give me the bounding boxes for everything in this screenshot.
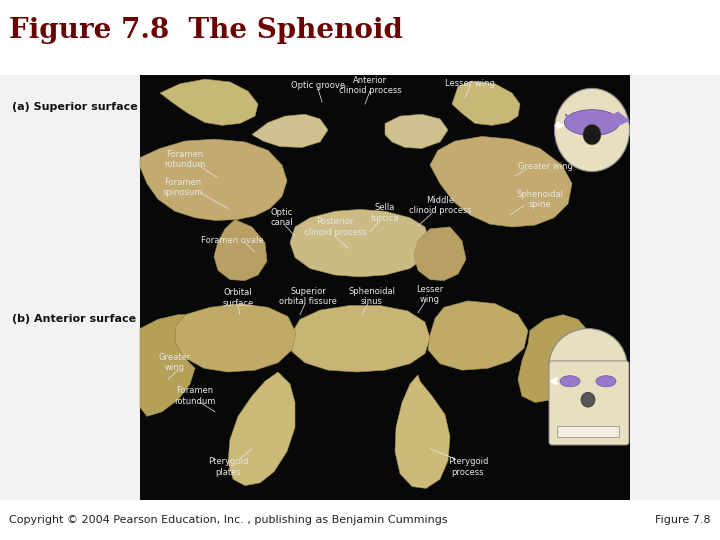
Ellipse shape [596, 376, 616, 387]
Text: (a) Superior surface: (a) Superior surface [12, 102, 138, 112]
Text: Foramen
spinosum: Foramen spinosum [163, 178, 203, 197]
Polygon shape [565, 113, 588, 126]
Bar [0, 75, 140, 500]
Ellipse shape [554, 89, 629, 172]
Polygon shape [252, 114, 328, 147]
Ellipse shape [583, 124, 601, 145]
Text: Anterior
clinoid process: Anterior clinoid process [338, 76, 401, 95]
Polygon shape [605, 111, 630, 126]
Polygon shape [395, 375, 450, 488]
Text: Sphenoidal
spine: Sphenoidal spine [516, 190, 564, 209]
Ellipse shape [564, 110, 619, 136]
Ellipse shape [560, 376, 580, 387]
Bar [630, 75, 720, 500]
Text: Posterior
clinoid process: Posterior clinoid process [304, 217, 366, 237]
Polygon shape [290, 210, 430, 277]
Text: Sella
turcica: Sella turcica [371, 204, 400, 223]
Text: Lesser wing: Lesser wing [445, 79, 495, 88]
Text: Pterygoid
process: Pterygoid process [448, 457, 488, 477]
Polygon shape [518, 315, 595, 402]
Bar [557, 426, 619, 437]
Text: Optic
canal: Optic canal [271, 208, 293, 227]
Text: Copyright © 2004 Pearson Education, Inc. , publishing as Benjamin Cummings: Copyright © 2004 Pearson Education, Inc.… [9, 515, 448, 525]
Polygon shape [160, 79, 258, 125]
Polygon shape [385, 114, 448, 148]
Polygon shape [175, 303, 296, 372]
Text: Foramen
rotundum: Foramen rotundum [164, 150, 206, 169]
Polygon shape [228, 372, 295, 485]
Text: Superior
orbital fissure: Superior orbital fissure [279, 287, 337, 306]
Text: Figure 7.8  The Sphenoid: Figure 7.8 The Sphenoid [9, 17, 403, 44]
Text: Figure 7.8: Figure 7.8 [655, 515, 711, 525]
Polygon shape [414, 227, 466, 281]
Text: Foramen
rotundum: Foramen rotundum [174, 386, 216, 406]
Polygon shape [430, 137, 572, 227]
Text: Sphenoidal
sinus: Sphenoidal sinus [348, 287, 395, 306]
Text: Foramen ovale: Foramen ovale [201, 237, 264, 245]
Text: Pterygoid
plates: Pterygoid plates [208, 457, 248, 477]
Polygon shape [140, 139, 287, 220]
Ellipse shape [581, 393, 595, 407]
Text: Middle
clinoid process: Middle clinoid process [409, 196, 472, 215]
Bar [140, 75, 630, 500]
Text: (b) Anterior surface: (b) Anterior surface [12, 314, 136, 325]
FancyBboxPatch shape [549, 361, 629, 445]
Polygon shape [214, 220, 267, 281]
Text: Lesser
wing: Lesser wing [416, 285, 444, 304]
Text: Orbital
surface: Orbital surface [222, 288, 253, 308]
Polygon shape [428, 301, 528, 370]
Text: Greater wing: Greater wing [518, 163, 572, 171]
Polygon shape [140, 315, 195, 416]
Polygon shape [290, 306, 430, 372]
Polygon shape [452, 81, 520, 125]
Ellipse shape [549, 328, 627, 402]
Text: Optic groove: Optic groove [291, 81, 345, 90]
Text: Greater
wing: Greater wing [159, 353, 191, 373]
